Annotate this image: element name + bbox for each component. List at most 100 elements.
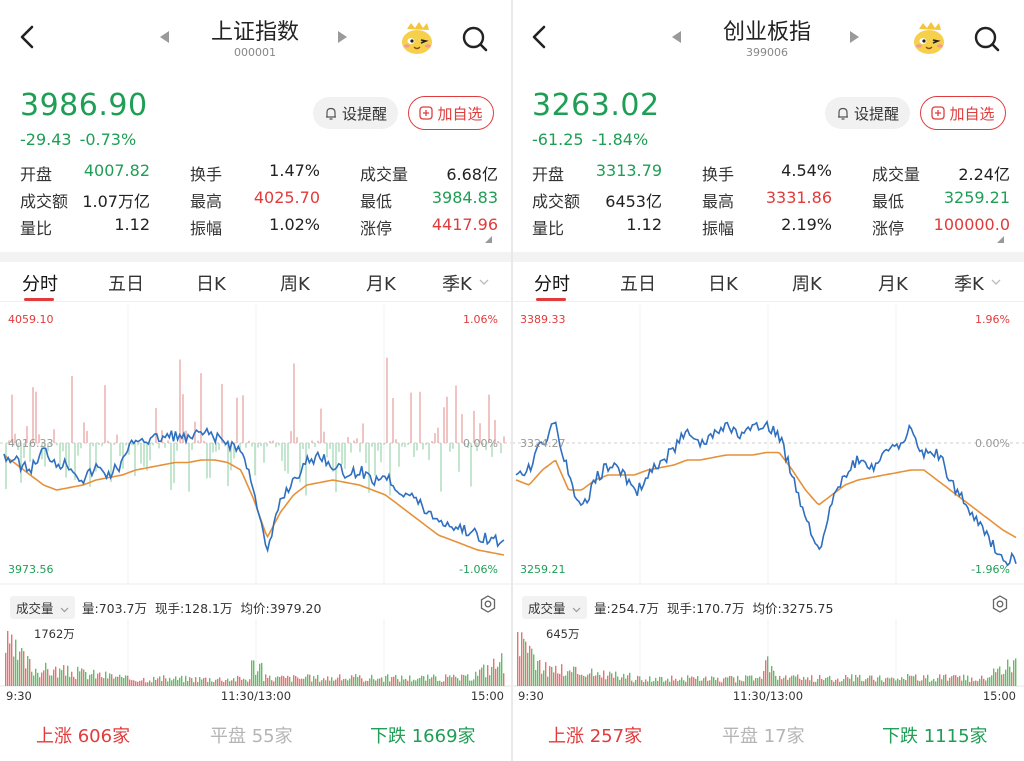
intraday-chart[interactable]: 3389.33 3324.27 3259.21 1.96% 0.00% -1.96% (512, 305, 1024, 585)
volume-bar (547, 676, 549, 686)
set-alert-button[interactable]: 设提醒 (313, 97, 398, 129)
volume-bar (835, 679, 837, 686)
add-watchlist-button[interactable]: 加自选 (408, 96, 494, 130)
volume-bar (559, 673, 561, 686)
tab-2[interactable]: 日K (708, 274, 738, 295)
volume-bar (467, 674, 469, 686)
volume-indicator-select[interactable]: 成交量 (522, 596, 587, 619)
pct-axis-high: 1.96% (975, 313, 1010, 326)
volume-bar (599, 674, 601, 686)
volume-bar (39, 677, 41, 686)
volume-bar (677, 681, 679, 686)
search-icon[interactable] (460, 24, 490, 54)
volume-bar (903, 678, 905, 686)
volume-bar (91, 674, 93, 686)
volume-bar (551, 666, 553, 686)
tab-1[interactable]: 五日 (620, 274, 656, 295)
volume-bar (853, 681, 855, 686)
volume-bar (291, 681, 293, 686)
volume-chart[interactable]: 1762万 9:30 11:30/13:00 15:00 (0, 620, 512, 705)
volume-bar (881, 680, 883, 686)
volume-bar (709, 680, 711, 686)
volume-bar (77, 666, 79, 686)
intraday-chart[interactable]: 4059.10 4016.33 3973.56 1.06% 0.00% -1.06% (0, 305, 512, 585)
volume-bar (407, 680, 409, 686)
time-mid: 11:30/13:00 (221, 689, 291, 703)
expand-triangle-icon[interactable] (997, 236, 1004, 243)
volume-chart[interactable]: 645万 9:30 11:30/13:00 15:00 (512, 620, 1024, 705)
back-arrow-icon[interactable] (16, 22, 40, 52)
volume-bar (557, 673, 559, 686)
volume-bar (973, 681, 975, 686)
tab-4[interactable]: 月K (878, 274, 908, 295)
stat-label: 最高 (702, 192, 735, 211)
volume-bar (841, 681, 843, 686)
volume-bar (579, 674, 581, 686)
prev-triangle-icon[interactable] (160, 31, 169, 43)
volume-bar (43, 670, 45, 686)
volume-bar (673, 680, 675, 686)
tab-1[interactable]: 五日 (108, 274, 144, 295)
volume-bar (983, 678, 985, 686)
tab-3[interactable]: 周K (792, 274, 822, 295)
volume-bar (781, 679, 783, 686)
volume-bar (439, 680, 441, 686)
volume-bar (69, 676, 71, 686)
volume-bar (15, 639, 17, 686)
volume-bar (965, 680, 967, 686)
volume-bar (561, 664, 563, 686)
volume-bar (539, 659, 541, 686)
prev-triangle-icon[interactable] (672, 31, 681, 43)
tab-0[interactable]: 分时 (534, 274, 570, 295)
volume-bar (577, 674, 579, 686)
tab-2[interactable]: 日K (196, 274, 226, 295)
volume-bar (961, 680, 963, 686)
tab-0[interactable]: 分时 (22, 274, 58, 295)
mascot-icon[interactable] (398, 20, 436, 58)
tab-4[interactable]: 月K (366, 274, 396, 295)
volume-bar (447, 676, 449, 686)
volume-bar (359, 675, 361, 686)
volume-bar (833, 681, 835, 686)
volume-bar (187, 680, 189, 686)
volume-bar (549, 666, 551, 686)
gear-icon[interactable] (478, 594, 498, 614)
flat-label: 平盘 (210, 726, 246, 747)
volume-bar (695, 678, 697, 686)
volume-bar (685, 681, 687, 686)
volume-bar (469, 680, 471, 686)
tab-5[interactable]: 季K (442, 274, 472, 295)
expand-triangle-icon[interactable] (485, 236, 492, 243)
volume-bar (281, 675, 283, 686)
next-triangle-icon[interactable] (338, 31, 347, 43)
next-triangle-icon[interactable] (850, 31, 859, 43)
volume-bar (613, 677, 615, 686)
volume-bar (989, 677, 991, 686)
set-alert-button[interactable]: 设提醒 (825, 97, 910, 129)
search-icon[interactable] (972, 24, 1002, 54)
gear-icon[interactable] (990, 594, 1010, 614)
volume-bar (887, 677, 889, 686)
volume-bar (171, 680, 173, 686)
average-price-line (515, 451, 1017, 539)
volume-bar (629, 672, 631, 686)
volume-bar (979, 678, 981, 686)
volume-indicator-select[interactable]: 成交量 (10, 596, 75, 619)
volume-bar (381, 677, 383, 686)
volume-bar (999, 666, 1001, 686)
mascot-icon[interactable] (910, 20, 948, 58)
volume-max-label: 1762万 (34, 627, 75, 641)
add-watchlist-button[interactable]: 加自选 (920, 96, 1006, 130)
time-start: 9:30 (518, 689, 544, 703)
volume-bar (181, 675, 183, 686)
back-arrow-icon[interactable] (528, 22, 552, 52)
stats-row: 成交额 1.07万亿 最高 4025.70 最低 3984.83 (20, 186, 498, 213)
volume-bar (825, 677, 827, 686)
volume-bar (129, 679, 131, 686)
volume-bar (173, 678, 175, 686)
volume-bar (409, 675, 411, 686)
volume-bar (855, 674, 857, 686)
tab-5[interactable]: 季K (954, 274, 984, 295)
tab-3[interactable]: 周K (280, 274, 310, 295)
volume-bar (443, 681, 445, 686)
